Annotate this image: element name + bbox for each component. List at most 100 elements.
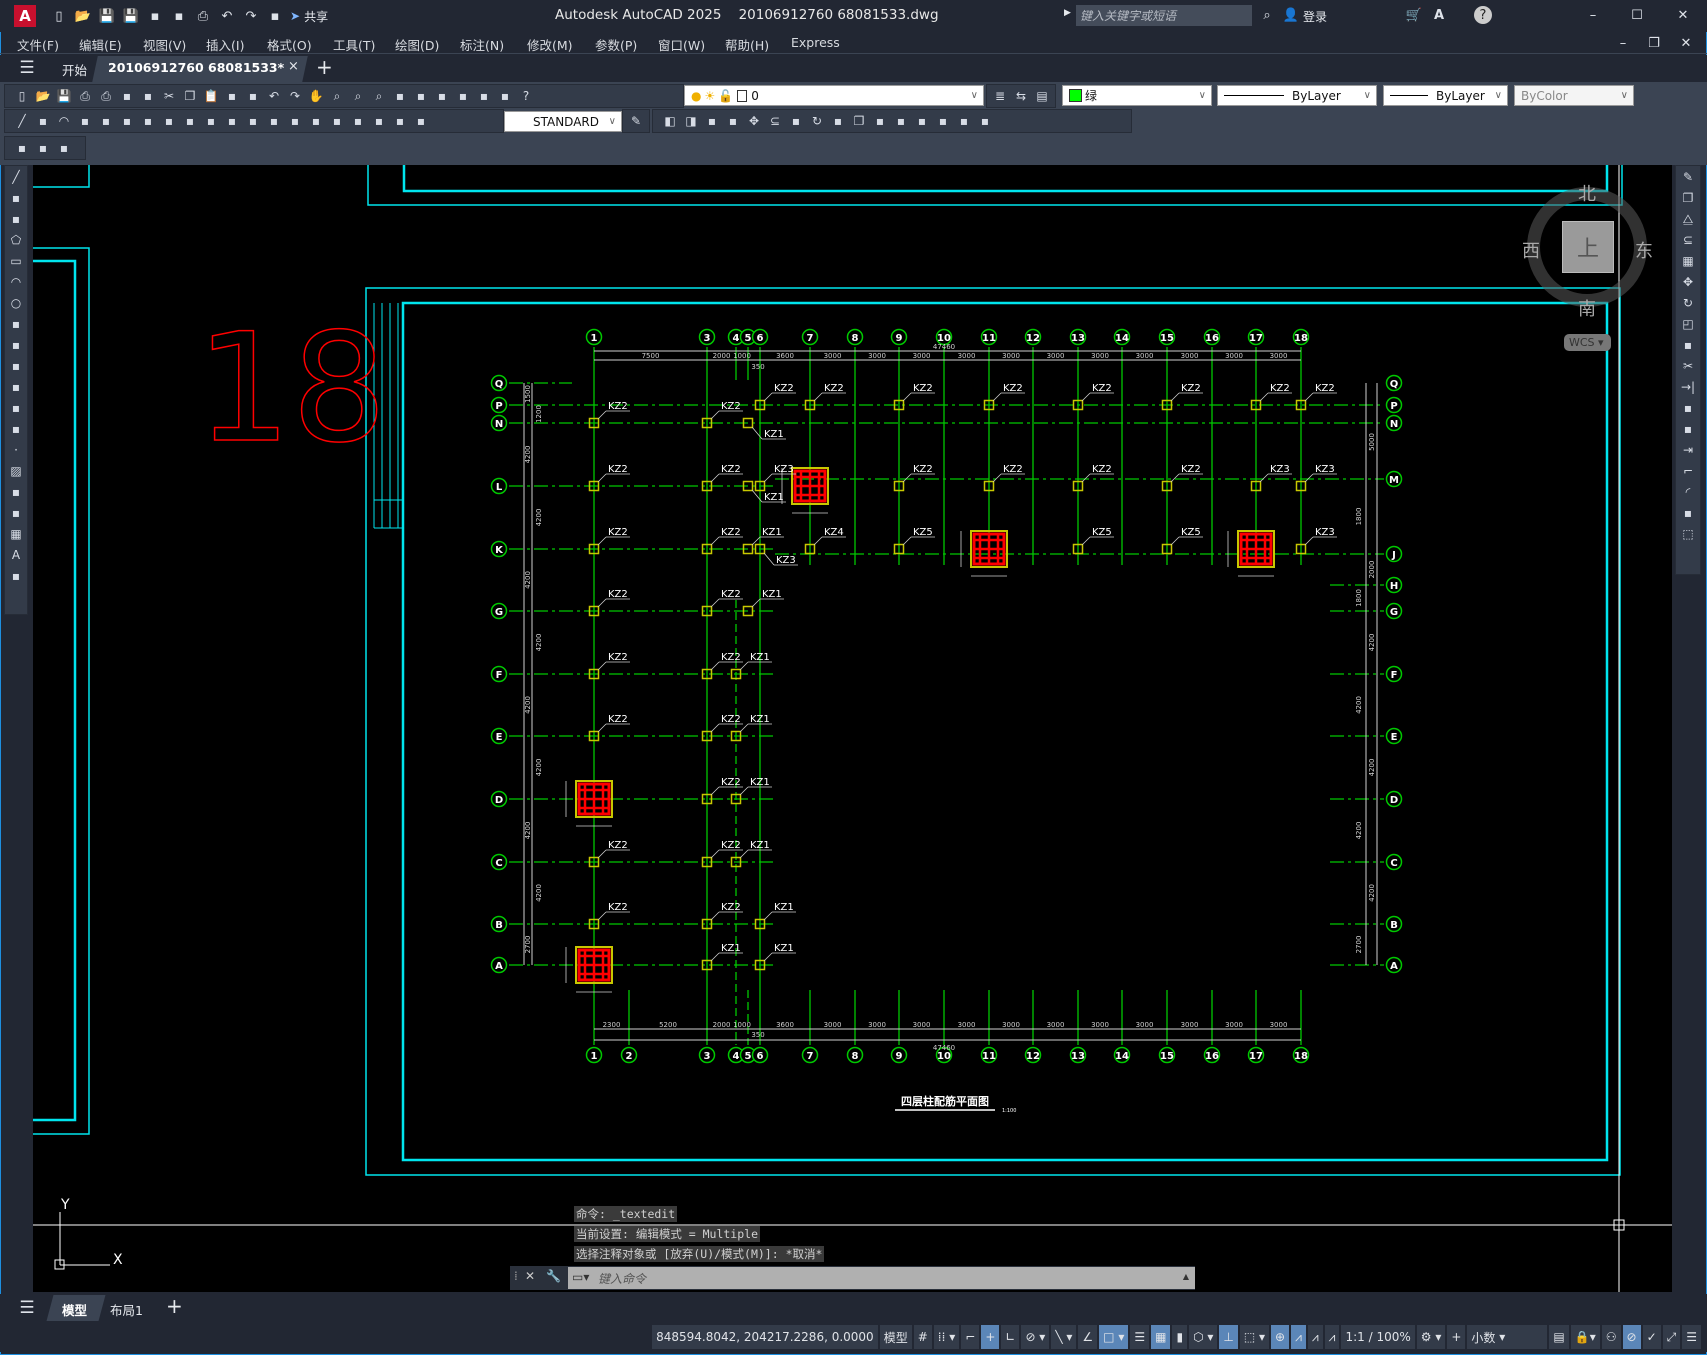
menu-item-1[interactable]: 编辑(E) xyxy=(79,38,122,53)
zoom-window-icon[interactable]: ⌕ xyxy=(354,88,362,103)
stretch-icon[interactable]: ▪ xyxy=(1683,338,1693,352)
selection-filter-icon[interactable]: ⬚ ▾ xyxy=(1239,1325,1270,1349)
join-icon[interactable]: ⇥ xyxy=(1682,443,1694,457)
move-icon[interactable]: ✥ xyxy=(1682,275,1694,289)
viewcube-east[interactable]: 东 xyxy=(1635,241,1653,262)
construction-line-icon[interactable]: ▪ xyxy=(11,191,21,205)
auto-scale-icon[interactable]: ⩘ xyxy=(1307,1325,1323,1349)
offset-icon[interactable]: ⊆ xyxy=(1682,233,1694,247)
cart-icon[interactable]: 🛒 xyxy=(1405,7,1423,23)
hardware-acceleration-icon[interactable]: ⊘ xyxy=(1622,1325,1641,1349)
help-icon[interactable]: ? xyxy=(522,89,530,103)
ortho-icon[interactable]: ∟ xyxy=(1001,1325,1020,1349)
save-as-icon[interactable]: 💾 xyxy=(122,8,140,24)
share-button[interactable]: 共享 xyxy=(304,9,329,24)
maximize-icon[interactable]: ☐ xyxy=(1631,7,1643,23)
quick-properties-icon[interactable]: ▤ xyxy=(1549,1325,1569,1349)
dynamic-input-icon[interactable]: + xyxy=(981,1325,1000,1349)
ellipse-icon[interactable]: ▪ xyxy=(11,359,21,373)
markup-icon[interactable]: ▪ xyxy=(479,89,489,103)
menu-item-9[interactable]: 参数(P) xyxy=(595,38,638,53)
lineweight-display-icon[interactable]: ☰ xyxy=(1130,1325,1150,1349)
redo-icon[interactable]: ↷ xyxy=(245,8,257,24)
isolate-objects-icon[interactable]: ⚇ xyxy=(1601,1325,1621,1349)
menu-item-3[interactable]: 插入(I) xyxy=(206,38,245,53)
new-icon[interactable]: ▯ xyxy=(55,8,63,24)
dim-update-icon[interactable]: ▪ xyxy=(416,114,426,128)
imprint-icon[interactable]: ▪ xyxy=(896,114,906,128)
taper-face-icon[interactable]: ▪ xyxy=(833,114,843,128)
infer-constraints-icon[interactable]: ⌐ xyxy=(961,1325,980,1349)
explode-icon[interactable]: ⬚ xyxy=(1682,527,1694,541)
menu-item-7[interactable]: 标注(N) xyxy=(460,38,505,53)
separate-icon[interactable]: ▪ xyxy=(938,114,948,128)
layer-previous-icon[interactable]: ⇆ xyxy=(1015,89,1027,103)
plot-preview-icon[interactable]: ⎙ xyxy=(101,88,111,103)
dwf-icon[interactable]: ▪ xyxy=(143,89,153,103)
search-expand-icon[interactable]: ▶ xyxy=(1064,8,1071,18)
dim-text-edit-icon[interactable]: ▪ xyxy=(395,114,405,128)
save-icon[interactable]: 💾 xyxy=(56,89,72,103)
color-face-icon[interactable]: ▪ xyxy=(875,114,885,128)
grip-handle[interactable]: ⁞ xyxy=(514,1269,518,1283)
quick-dim-icon[interactable]: ▪ xyxy=(185,114,195,128)
dynamic-ucs-icon[interactable]: ⊥ xyxy=(1219,1325,1238,1349)
layer-states-icon[interactable]: ▪ xyxy=(59,141,69,155)
layer-states-icon[interactable]: ▤ xyxy=(1036,89,1048,103)
search-icon[interactable]: ⌕ xyxy=(1263,7,1271,23)
add-layout-button[interactable]: + xyxy=(166,1294,183,1318)
units-dropdown[interactable]: 小数 ▾ xyxy=(1467,1325,1548,1349)
paste-icon[interactable]: 📋 xyxy=(203,89,219,103)
dim-break-icon[interactable]: ▪ xyxy=(269,114,279,128)
tab-layout1[interactable]: 布局1 xyxy=(110,1303,143,1318)
new-icon[interactable]: ▯ xyxy=(18,89,26,103)
block-editor-icon[interactable]: ▪ xyxy=(248,89,258,103)
arc-icon[interactable]: ◠ xyxy=(10,275,22,289)
polyline-icon[interactable]: ▪ xyxy=(11,212,21,226)
model-space-button[interactable]: 模型 xyxy=(879,1325,912,1349)
continue-icon[interactable]: ▪ xyxy=(227,114,237,128)
shell-icon[interactable]: ▪ xyxy=(959,114,969,128)
offset-face-icon[interactable]: ⊆ xyxy=(769,114,781,128)
tolerance-icon[interactable]: ▪ xyxy=(290,114,300,128)
plot-icon[interactable]: ⎙ xyxy=(80,88,90,103)
pan-icon[interactable]: ✋ xyxy=(308,89,324,103)
plotstyle-dropdown[interactable]: ByColor ∨ xyxy=(1514,85,1634,106)
trim-icon[interactable]: ✂ xyxy=(1682,359,1694,373)
menu-item-4[interactable]: 格式(O) xyxy=(267,38,312,53)
mtext-icon[interactable]: A xyxy=(11,548,21,562)
menu-item-6[interactable]: 绘图(D) xyxy=(395,38,440,53)
angular-icon[interactable]: ▪ xyxy=(164,114,174,128)
point-icon[interactable]: · xyxy=(14,443,18,457)
menu-item-11[interactable]: 帮助(H) xyxy=(725,38,770,53)
attribute-sync-icon[interactable]: ▪ xyxy=(38,141,48,155)
coordinates-readout[interactable]: 848594.8042, 204217.2286, 0.0000 xyxy=(652,1325,878,1349)
spline-icon[interactable]: ▪ xyxy=(11,338,21,352)
linear-dim-icon[interactable]: ╱ xyxy=(18,114,26,128)
zoom-realtime-icon[interactable]: ⌕ xyxy=(333,88,341,103)
extend-icon[interactable]: →| xyxy=(1680,380,1696,394)
dim-edit-icon[interactable]: ▪ xyxy=(374,114,384,128)
layer-dropdown[interactable]: ● ☀ 🔓 0 ∨ xyxy=(684,85,984,106)
wcs-menu[interactable]: WCS ▾ xyxy=(1564,334,1611,351)
graphics-performance-icon[interactable]: ✓ xyxy=(1642,1325,1661,1349)
isodraft-icon[interactable]: ╲ ▾ xyxy=(1051,1325,1077,1349)
break-at-point-icon[interactable]: ▪ xyxy=(1683,401,1693,415)
arc-length-icon[interactable]: ◠ xyxy=(58,114,70,128)
command-prompt-icon[interactable]: ▭▾ xyxy=(572,1270,590,1284)
make-block-icon[interactable]: ▪ xyxy=(11,422,21,436)
autodesk-app-icon[interactable]: A xyxy=(1433,7,1445,23)
polygon-icon[interactable]: ⬠ xyxy=(10,233,22,247)
make-current-icon[interactable]: ≣ xyxy=(994,89,1006,103)
customize-status-icon[interactable]: ☰ xyxy=(1682,1325,1701,1349)
aligned-dim-icon[interactable]: ▪ xyxy=(38,114,48,128)
selection-cycling-icon[interactable]: ▮ xyxy=(1172,1325,1188,1349)
layout-menu-icon[interactable]: ☰ xyxy=(19,1298,35,1318)
rotate-icon[interactable]: ↻ xyxy=(1682,296,1694,310)
jogged-icon[interactable]: ▪ xyxy=(122,114,132,128)
search-input[interactable]: 键入关键字或短语 xyxy=(1076,5,1252,26)
cut-icon[interactable]: ✂ xyxy=(163,89,175,103)
rectangle-icon[interactable]: ▭ xyxy=(10,254,22,268)
move-face-icon[interactable]: ✥ xyxy=(748,114,760,128)
circle-icon[interactable]: ○ xyxy=(10,296,22,310)
